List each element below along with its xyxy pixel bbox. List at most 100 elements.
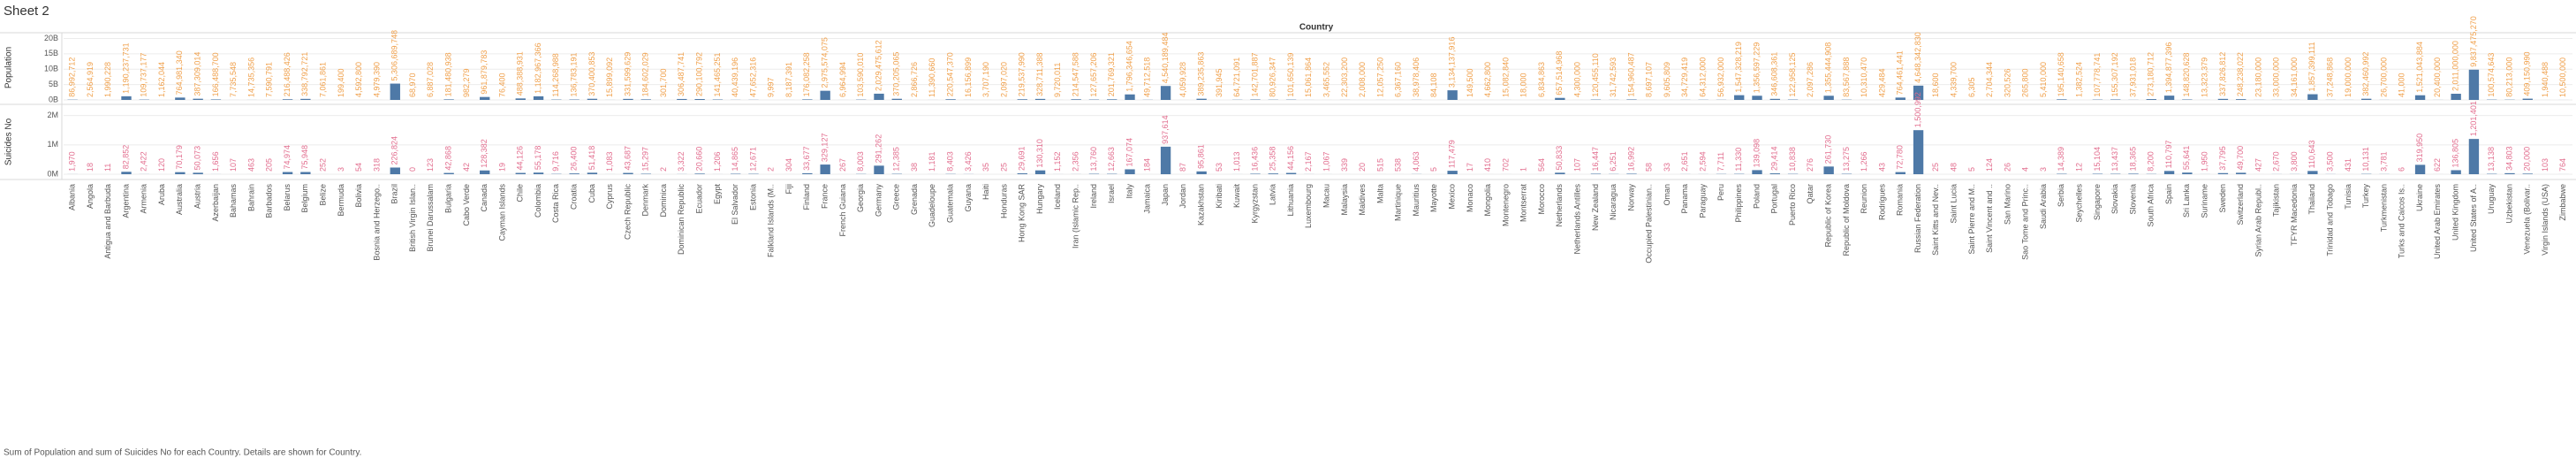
data-label: 318 [372,158,381,172]
data-label: 1,796,346,654 [1125,41,1133,92]
x-tick-label: Tunisia [2344,184,2352,210]
data-label: 2 [767,167,776,172]
x-tick-label: Austria [193,184,202,209]
data-label: 48 [1950,163,1959,172]
data-label: 2,356 [1072,151,1080,172]
bar [533,96,544,100]
data-label: 23,180,000 [2254,57,2262,97]
data-label: 389,235,863 [1197,52,1206,96]
data-label: 176,082,258 [802,52,811,96]
data-label: 1,521,043,884 [2415,42,2424,93]
x-tick-label: Barbados [265,184,274,218]
data-label: 331,599,629 [623,52,632,96]
data-label: 17 [1466,163,1474,172]
data-label: 154,960,487 [1626,52,1635,96]
bar [1590,173,1602,174]
data-label: 4,059,928 [1178,62,1187,97]
data-label: 220,547,370 [946,52,955,96]
bar [480,170,490,174]
data-label: 2,651 [1680,151,1689,172]
bar [2236,99,2246,100]
bar [480,96,490,100]
x-tick-label: Dominican Republic [677,184,686,256]
x-tick-label: Mauritius [1412,184,1421,217]
x-tick-label: Poland [1752,184,1761,209]
x-tick-label: Guyana [964,184,973,212]
x-tick-label: Cayman Islands [497,184,506,241]
data-label: 33,677 [802,146,811,171]
data-label: 319,950 [2415,134,2424,163]
data-label: 1,970 [68,151,77,172]
x-tick-label: Latvia [1269,184,1277,205]
data-label: 142,701,887 [1250,52,1259,96]
bar [2451,94,2461,100]
x-tick-label: Iran (Islamic Rep.. [1072,184,1080,248]
data-label: 10,838 [1788,147,1797,172]
bar [193,98,203,100]
data-label: 18 [86,163,95,172]
x-tick-label: Belize [319,184,328,206]
bar [1447,171,1458,174]
x-tick-label: Montserrat [1519,184,1528,223]
data-label: 339 [1340,158,1349,172]
x-tick-label: Costa Rica [551,184,560,223]
bar [2146,99,2156,100]
x-tick-label: Brunei Darussalam [426,184,435,252]
x-tick-label: Malaysia [1340,184,1349,216]
data-label: 2,670 [2272,151,2281,172]
data-label: 40,439,196 [731,57,739,97]
data-label: 6,305 [1967,77,1976,97]
x-tick-label: Puerto Rico [1788,184,1797,226]
data-label: 107 [229,158,238,172]
data-label: 1,857,399,111 [2307,42,2316,91]
data-label: 14,735,356 [246,57,255,97]
data-label: 764,981,340 [175,50,184,95]
data-label: 139,098 [1752,139,1761,168]
data-label: 50,833 [1555,146,1564,171]
data-label: 155,307,192 [2110,52,2119,96]
data-label: 8,697,107 [1645,62,1654,97]
x-tick-label: Ireland [1089,184,1098,209]
data-label: 9,605,809 [1663,62,1671,97]
data-label: 3,800 [2290,151,2299,172]
x-tick-label: Ecuador [695,184,704,214]
data-label: 86,992,712 [68,57,77,97]
x-tick-label: Seychelles [2075,184,2084,223]
data-label: 64,721,091 [1232,57,1241,97]
data-label: 84,108 [1429,73,1438,97]
data-label: 276 [1806,158,1815,172]
bar [569,173,580,174]
data-label: 18,000 [1519,73,1528,97]
bar [1034,170,1046,174]
x-tick-label: Bahamas [229,184,238,218]
data-label: 9,837,475,270 [2469,16,2478,67]
x-tick-label: South Africa [2147,184,2156,227]
data-label: 1,152 [1053,151,1062,172]
x-tick-label: Virgin Islands (USA) [2541,184,2549,256]
data-label: 2,008,000 [1358,62,1367,97]
data-label: 58 [1645,163,1654,172]
data-label: 18,365 [2128,147,2137,172]
y-tick-label: 1M [47,140,58,149]
data-label: 12,385 [892,147,901,172]
data-label: 38,978,406 [1412,57,1421,97]
data-label: 290,100,792 [695,52,704,96]
data-label: 19,000,000 [2344,57,2352,97]
data-label: 4,648,342,830 [1913,32,1922,83]
data-label: 1,067 [1322,151,1331,172]
bar [1071,99,1081,100]
x-tick-label: Philippines [1734,184,1743,223]
data-label: 195,140,658 [2057,52,2065,96]
x-tick-label: United States of A.. [2469,184,2478,252]
bar [820,90,830,100]
data-label: 6,367,160 [1394,62,1403,97]
bar [1769,173,1780,174]
data-label: 488,388,931 [516,51,525,96]
data-label: 2,097,020 [999,62,1008,97]
y-tick-label: 15B [44,49,58,57]
x-tick-label: Luxembourg [1304,184,1313,228]
data-label: 37,795 [2218,146,2227,171]
data-label: 3,707,190 [981,62,990,97]
bar [677,98,687,100]
x-tick-label: Cuba [587,184,596,203]
